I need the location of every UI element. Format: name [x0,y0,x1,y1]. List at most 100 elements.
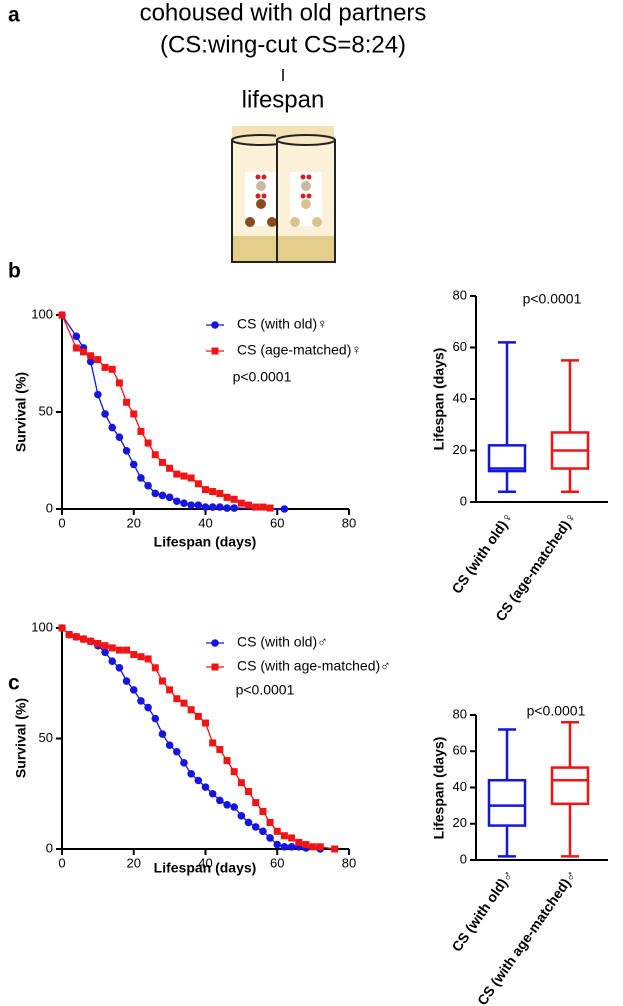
data-point [122,447,131,455]
data-point [230,803,238,811]
data-point [173,747,181,756]
data-point [144,703,152,712]
data-point [223,757,231,765]
data-point [58,311,66,319]
data-point [201,503,210,511]
data-point [259,827,267,836]
data-point [173,470,181,478]
header-line: (CS:wing-cut CS=8:24) [160,31,406,58]
data-point [302,841,310,849]
header-line: lifespan [242,86,325,113]
x-tick-label: 0 [58,515,65,530]
data-point [101,642,109,650]
data-point [166,686,174,694]
data-point [280,505,289,513]
data-point [180,499,188,507]
data-point [187,770,195,778]
data-point [158,677,166,685]
data-point [173,695,181,703]
y-tick-label: 20 [453,442,467,457]
data-point [244,818,253,827]
data-point [201,783,210,791]
data-point [151,451,159,459]
x-axis-label: Lifespan (days) [154,860,257,876]
panel-label: b [8,260,21,283]
data-point [115,379,123,387]
data-point [144,439,152,447]
data-point [101,410,109,418]
data-point [137,653,145,661]
data-point [58,624,66,632]
data-point [266,818,274,826]
data-point [158,730,167,738]
y-tick-label: 60 [453,339,467,354]
data-point [65,631,73,639]
y-tick-label: 0 [460,851,467,866]
x-tick-label: 20 [127,855,141,870]
data-point [180,472,188,480]
annotation: p<0.0001 [523,291,582,307]
data-point [252,799,260,807]
y-tick-label: 50 [39,403,53,418]
y-tick-label: 80 [453,706,467,721]
data-point [237,499,245,507]
data-point [137,427,145,435]
x-axis-label: Lifespan (days) [154,534,257,550]
data-point [273,840,282,849]
data-point [209,488,217,496]
annotation: p<0.0001 [233,369,292,385]
data-point [166,464,174,472]
data-point [94,390,102,399]
x-tick-label: 60 [270,515,284,530]
panel-label: a [8,4,20,27]
annotation: p<0.0001 [236,682,295,698]
data-point [165,741,174,749]
data-point [230,495,238,503]
data-point [194,712,202,720]
data-point [187,474,195,482]
data-point [144,655,152,663]
data-point [273,827,281,835]
data-point [223,801,231,809]
data-point [158,458,166,466]
header-line: cohoused with old partners [140,0,427,26]
data-point [122,677,131,685]
legend-label: CS (with age-matched)♂ [237,658,391,674]
data-point [144,481,152,490]
data-point [108,657,117,665]
data-point [295,838,303,846]
data-point [94,639,102,647]
legend-marker [211,321,219,329]
data-point [180,759,188,767]
data-point [230,504,238,512]
legend-marker [211,347,219,355]
data-point [331,845,339,853]
data-point [129,460,138,469]
data-point [151,714,160,723]
data-point [223,493,231,501]
data-point [237,812,246,820]
data-point [72,344,80,352]
x-tick-label: CS (with old)♂ [448,867,516,955]
y-axis-label: Survival (%) [13,698,29,778]
data-point [130,651,138,659]
y-tick-label: 100 [31,306,53,321]
y-tick-label: 20 [453,815,467,830]
data-point [194,480,202,488]
x-tick-label: 80 [342,515,356,530]
legend-label: CS (age-matched)♀ [237,342,362,358]
data-point [101,648,109,657]
data-point [280,832,288,840]
data-point [137,697,145,705]
data-point [208,503,217,511]
data-point [202,719,209,727]
data-point [216,796,224,805]
data-point [165,493,174,502]
legend-marker [211,663,219,671]
x-tick-label: CS (with old)♀ [448,509,516,597]
data-point [80,348,88,356]
x-tick-label: 60 [270,855,284,870]
data-point [151,489,160,498]
y-tick-label: 0 [46,840,53,855]
